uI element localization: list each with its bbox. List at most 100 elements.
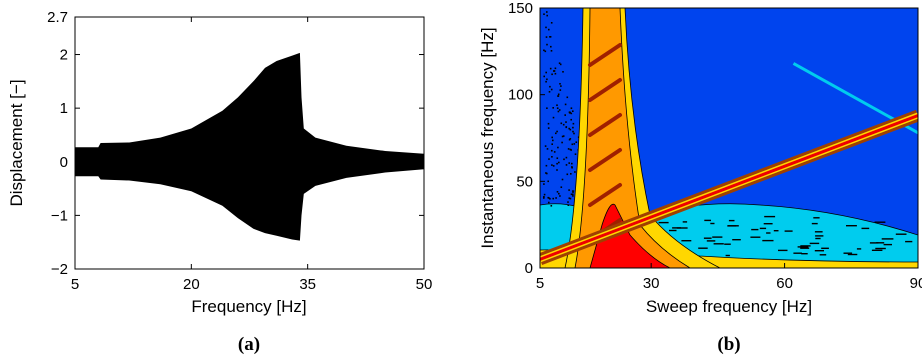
chart-b-speckle-dash [895, 233, 907, 235]
chart-b-speckle-dash [766, 232, 771, 234]
chart-b-speckle-dash [874, 221, 886, 223]
chart-b-speckle-dot [557, 146, 559, 149]
chart-b-speckle-dot [552, 116, 555, 119]
chart-b-speckle-dot [558, 192, 560, 195]
chart-b-speckle-dash [712, 236, 723, 238]
chart-b-speckle-dash [905, 240, 913, 243]
chart-b-axes-box [539, 7, 919, 269]
chart-b-speckle-dash [704, 219, 711, 222]
chart-b-speckle-dot [552, 107, 554, 109]
chart-b-speckle-dash [814, 231, 823, 233]
chart-b-speckle-dot [547, 180, 549, 183]
chart-b-speckle-dot [565, 156, 568, 159]
chart-b-speckle-dash [843, 252, 853, 254]
chart-b-speckle-dot [556, 107, 559, 109]
chart-b-speckle-dash [676, 227, 688, 229]
chart-b-speckle-dot [560, 85, 562, 87]
chart-b-speckle-dash [773, 230, 779, 232]
chart-b-ticks: 5 30 60 90 0 50 100 150 [508, 0, 922, 292]
chart-b-sweep-ridge-inner [540, 114, 918, 261]
chart-b-speckle-dot [575, 141, 578, 143]
chart-b-speckle-dash [750, 236, 761, 238]
chart-b-speckle-dash [724, 243, 731, 245]
chart-b-speckle-dot [543, 193, 546, 196]
chart-b-speckle-dash [751, 228, 759, 231]
chart-b-speckle-dot [570, 193, 573, 196]
chart-b-speckle-dot [551, 143, 553, 145]
chart-b-speckle-dash [800, 247, 810, 249]
chart-b-speckle-dot [570, 149, 572, 151]
chart-b-speckle-dot [560, 122, 563, 125]
chart-b-speckle-dot [558, 62, 561, 64]
chart-a-xtick-label-1: 20 [183, 276, 200, 293]
chart-b-speckle-dot [565, 164, 568, 166]
chart-b-speckle-dot [546, 107, 548, 109]
chart-a-ylabel: Displacement [−] [7, 79, 26, 206]
chart-b-speckle-dot [566, 173, 569, 176]
chart-b-speckle-dot [558, 109, 561, 111]
chart-a-xtick-label-3: 50 [416, 276, 433, 293]
chart-b-speckle-dash [778, 249, 788, 252]
chart-b-speckle-dot [567, 148, 570, 150]
chart-b-speckle-dot [569, 138, 572, 140]
chart-b-speckle-dash [764, 215, 776, 218]
chart-b-speckle-dash [706, 240, 716, 242]
chart-b-speckle-dot [571, 162, 573, 165]
chart-b-speckle-dot [557, 93, 560, 96]
chart-b-speckle-dot [572, 193, 574, 196]
chart-b-speckle [543, 11, 913, 257]
chart-a-xtick-label-2: 35 [299, 276, 316, 293]
chart-b-speckle-dash [814, 250, 824, 252]
chart-b-speckle-dot [551, 73, 553, 76]
chart-b-speckle-dot [552, 165, 555, 167]
chart-b: 5 30 60 90 0 50 100 150 Sweep frequency [Hz] In… [478, 0, 922, 355]
chart-b-speckle-dot [545, 80, 547, 83]
chart-b-speckle-dot [561, 135, 564, 138]
chart-b-speckle-dot [572, 190, 574, 192]
chart-b-speckle-dot [569, 128, 572, 131]
chart-b-speckle-dot [570, 112, 573, 115]
chart-b-speckle-dot [572, 126, 574, 129]
chart-b-speckle-dot [548, 201, 550, 204]
chart-b-speckle-dot [558, 161, 560, 164]
chart-b-speckle-dot [549, 36, 552, 38]
chart-b-band-streak-3 [588, 148, 622, 172]
chart-b-speckle-dot [568, 162, 570, 164]
chart-a-axes-box [74, 16, 425, 270]
chart-b-speckle-dot [550, 45, 552, 48]
chart-b-speckle-dot [552, 139, 554, 142]
chart-b-speckle-dot [546, 11, 548, 13]
chart-a-displacement-envelope [75, 52, 424, 241]
chart-b-speckle-dot [572, 122, 575, 125]
chart-b-band-mid [574, 8, 691, 268]
chart-b-speckle-dot [548, 91, 551, 93]
chart-b-speckle-dot [544, 145, 547, 147]
chart-b-speckle-dot [555, 197, 557, 199]
chart-a-ytick-label-3: 1 [60, 100, 68, 117]
chart-b-speckle-dot [559, 89, 562, 91]
chart-b-band-streak-1 [588, 78, 622, 102]
chart-b-speckle-dot [554, 72, 557, 75]
chart-b-speckle-dash [681, 240, 692, 242]
chart-b-speckle-dot [556, 191, 559, 193]
chart-b-speckle-dot [549, 67, 552, 70]
chart-b-speckle-dash [727, 225, 737, 227]
chart-b-speckle-dot [570, 118, 572, 121]
chart-b-speckle-dot [565, 126, 568, 128]
chart-b-speckle-dot [571, 166, 573, 168]
chart-b-speckle-dash [728, 219, 735, 222]
chart-b-band-streak-0 [588, 43, 622, 67]
chart-b-speckle-dash [801, 253, 808, 255]
chart-b-speckle-dot [555, 132, 557, 135]
chart-b-speckle-dot [556, 130, 558, 133]
chart-b-speckle-dot [570, 107, 573, 109]
chart-b-speckle-dot [548, 28, 550, 31]
chart-b-speckle-dot [551, 136, 553, 139]
chart-b-xtick-label-0: 5 [536, 275, 544, 292]
chart-b-speckle-dash [793, 252, 802, 254]
chart-b-speckle-dot [572, 110, 574, 112]
chart-b-speckle-dot [559, 63, 562, 66]
chart-b-speckle-dot [545, 71, 547, 74]
chart-b-speckle-dot [560, 186, 563, 188]
